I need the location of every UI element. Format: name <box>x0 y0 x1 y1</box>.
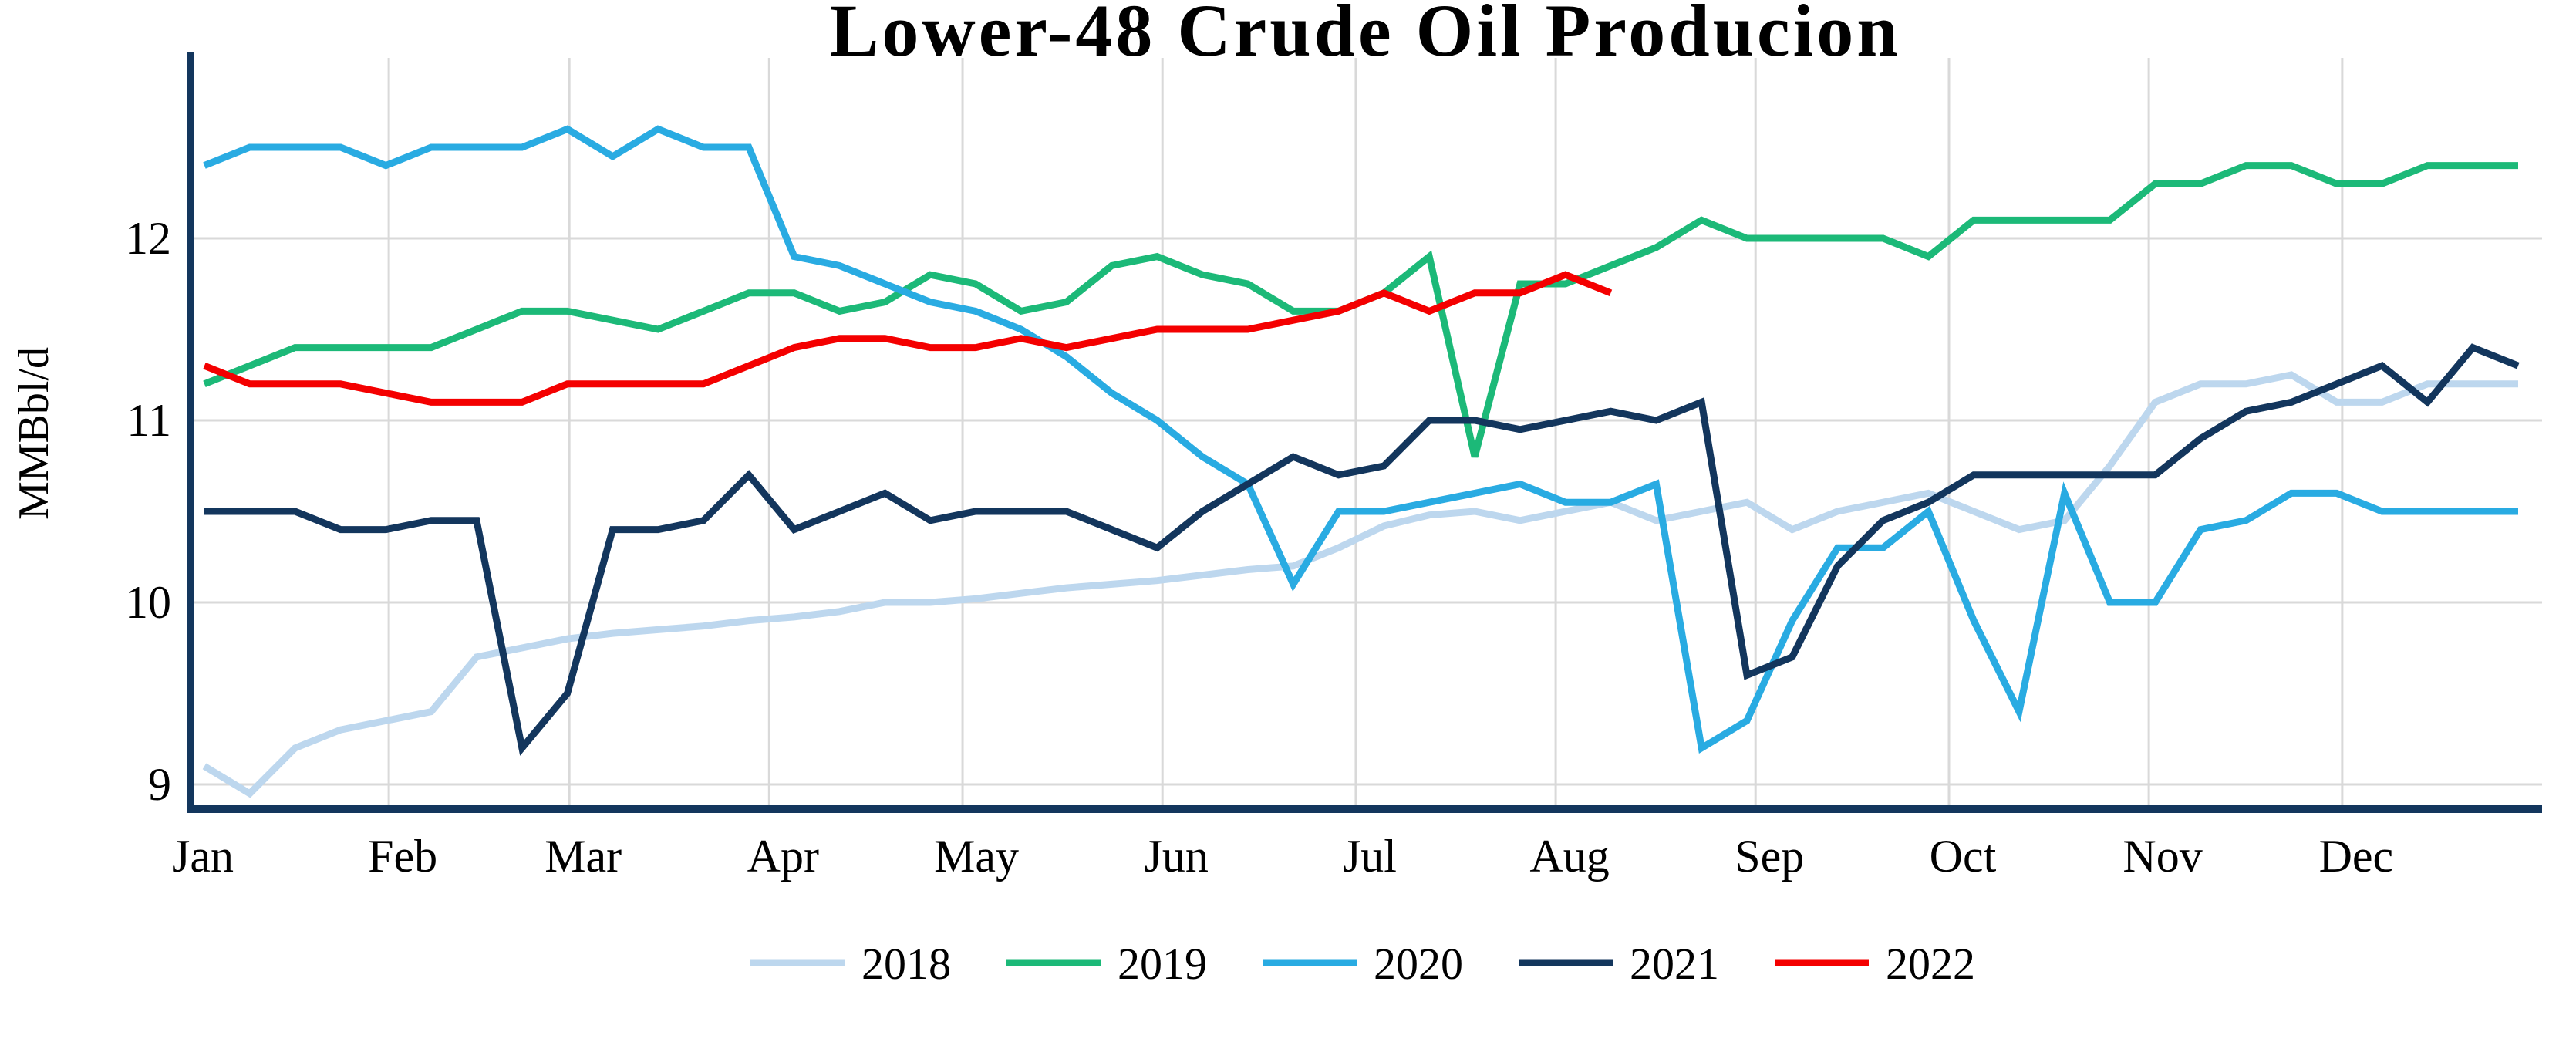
axes-layer <box>187 52 2542 813</box>
x-tick-label-Jun: Jun <box>1145 831 1209 882</box>
y-tick-label-11: 11 <box>126 395 171 446</box>
x-tick-label-Mar: Mar <box>545 831 622 882</box>
series-lines-layer <box>202 125 2520 798</box>
x-tick-label-Nov: Nov <box>2123 831 2202 882</box>
chart-title: Lower-48 Crude Oil Producion <box>829 0 1900 72</box>
legend-item-2019: 2019 <box>1006 939 1207 989</box>
y-axis-label: MMBbl/d <box>10 347 58 520</box>
x-tick-label-Feb: Feb <box>368 831 437 882</box>
y-tick-label-10: 10 <box>125 577 171 628</box>
legend-label-2022: 2022 <box>1886 939 1975 989</box>
series-line-2022 <box>203 271 1613 406</box>
y-tick-label-9: 9 <box>148 759 171 810</box>
y-tick-labels: 12 11 10 9 <box>125 213 171 810</box>
legend-label-2020: 2020 <box>1374 939 1463 989</box>
legend-item-2021: 2021 <box>1519 939 1719 989</box>
x-tick-labels: Jan Feb Mar Apr May Jun Jul Aug Sep Oct Nov Dec <box>172 831 2393 882</box>
x-tick-label-Apr: Apr <box>747 831 819 882</box>
gridlines-layer <box>187 58 2542 806</box>
legend-label-2019: 2019 <box>1118 939 1207 989</box>
x-tick-label-Aug: Aug <box>1529 831 1609 882</box>
legend-label-2018: 2018 <box>861 939 951 989</box>
series-line-2020 <box>203 125 2518 754</box>
series-line-2018 <box>202 371 2518 798</box>
x-tick-label-Oct: Oct <box>1930 831 1997 882</box>
x-tick-label-Jan: Jan <box>172 831 234 882</box>
legend-swatch-2021 <box>1519 959 1613 966</box>
legend-swatch-2019 <box>1006 959 1101 966</box>
series-line-2021 <box>204 343 2520 756</box>
x-tick-label-Dec: Dec <box>2319 831 2394 882</box>
legend-swatch-2020 <box>1263 959 1357 966</box>
y-tick-label-12: 12 <box>125 213 171 264</box>
legend-label-2021: 2021 <box>1630 939 1719 989</box>
legend-item-2022: 2022 <box>1775 939 1975 989</box>
legend-swatch-2018 <box>750 959 845 966</box>
legend-swatch-2022 <box>1775 959 1869 966</box>
legend-item-2020: 2020 <box>1263 939 1463 989</box>
x-tick-label-Sep: Sep <box>1735 831 1804 882</box>
legend-item-2018: 2018 <box>750 939 951 989</box>
x-tick-label-Jul: Jul <box>1343 831 1397 882</box>
series-line-2019 <box>203 162 2518 458</box>
legend: 2018 2019 2020 2021 2022 <box>750 939 1975 989</box>
x-tick-label-May: May <box>934 831 1019 882</box>
